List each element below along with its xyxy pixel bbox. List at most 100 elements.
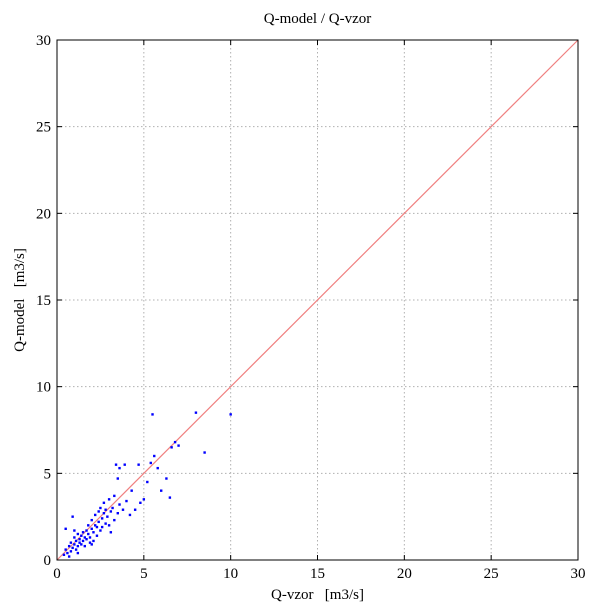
data-point (66, 551, 69, 555)
data-point (99, 506, 102, 510)
data-point (165, 477, 168, 480)
data-point (153, 454, 156, 458)
x-axis-label: Q-vzor [m3/s] (271, 587, 364, 603)
x-tick-label: 15 (310, 566, 325, 582)
data-point (121, 508, 125, 511)
axis-layer (56, 39, 579, 561)
data-point (73, 543, 76, 546)
data-point (130, 489, 133, 492)
data-point (114, 463, 118, 466)
data-point (83, 544, 86, 548)
y-tick-label: 25 (36, 120, 51, 136)
data-point (69, 550, 73, 553)
data-point (64, 527, 67, 530)
label-layer: 0 5 10 15 20 25 30 0 5 10 15 20 25 30 Q-model / Q-vzor… (12, 11, 586, 603)
data-point (92, 539, 95, 543)
data-point (76, 544, 80, 548)
data-point (74, 539, 78, 543)
chart-title: Q-model / Q-vzor (264, 11, 371, 27)
data-point (87, 524, 90, 527)
data-points-layer (62, 411, 232, 558)
data-point (97, 510, 100, 513)
data-point (109, 531, 113, 534)
data-point (177, 444, 180, 447)
data-point (151, 413, 154, 416)
data-point (146, 480, 149, 484)
data-point (160, 489, 163, 492)
data-point (229, 413, 232, 416)
data-point (78, 538, 81, 541)
data-point (142, 498, 146, 501)
data-point (73, 536, 76, 539)
x-tick-label: 25 (484, 566, 499, 582)
y-tick-label: 15 (36, 293, 51, 309)
data-point (107, 498, 111, 501)
data-point (104, 508, 107, 511)
data-point (102, 512, 106, 515)
data-point (116, 512, 119, 515)
data-point (73, 529, 76, 532)
y-axis-label: Q-model [m3/s] (12, 248, 28, 352)
data-point (88, 536, 92, 539)
data-point (64, 548, 67, 551)
y-tick-label: 5 (44, 466, 52, 482)
data-point (92, 531, 95, 534)
data-point (118, 466, 121, 470)
data-point (80, 534, 83, 537)
x-tick-label: 5 (140, 566, 148, 582)
data-point (69, 541, 73, 544)
data-point (62, 553, 66, 556)
data-point (99, 529, 102, 532)
data-point (95, 534, 99, 537)
y-tick-label: 0 (44, 553, 52, 569)
data-point (139, 501, 142, 504)
data-point (109, 510, 113, 513)
data-point (102, 501, 106, 504)
data-point (87, 532, 90, 536)
data-point (90, 518, 93, 522)
reference-line (56, 39, 579, 561)
data-point (125, 499, 128, 503)
data-point (116, 477, 119, 480)
data-point (113, 518, 116, 522)
data-point (128, 513, 132, 517)
data-point (149, 461, 152, 465)
data-point (88, 541, 92, 544)
data-point (78, 541, 81, 544)
data-point (118, 503, 121, 506)
data-point (67, 555, 71, 558)
data-point (137, 463, 140, 466)
data-point (133, 508, 137, 511)
x-tick-label: 10 (223, 566, 238, 582)
data-point (80, 543, 83, 546)
data-point (74, 548, 78, 551)
data-point (97, 520, 100, 524)
data-point (94, 513, 97, 517)
data-point (100, 525, 104, 529)
data-point (156, 466, 159, 470)
y-tick-label: 30 (36, 33, 51, 49)
data-point (111, 506, 114, 510)
y-tick-label: 10 (36, 380, 51, 396)
data-point (107, 524, 111, 527)
data-point (76, 551, 80, 555)
data-point (104, 522, 107, 525)
data-point (85, 529, 88, 532)
data-point (76, 532, 80, 536)
data-point (81, 531, 85, 534)
data-point (100, 517, 104, 520)
x-tick-label: 0 (53, 566, 61, 582)
x-tick-label: 30 (571, 566, 586, 582)
data-point (71, 546, 74, 550)
data-point (95, 525, 99, 529)
data-point (67, 544, 71, 548)
data-point (123, 463, 126, 466)
data-point (170, 446, 173, 449)
data-point (113, 494, 116, 498)
data-point (168, 496, 172, 499)
x-tick-label: 20 (397, 566, 412, 582)
data-point (90, 527, 93, 530)
data-point (90, 543, 93, 546)
